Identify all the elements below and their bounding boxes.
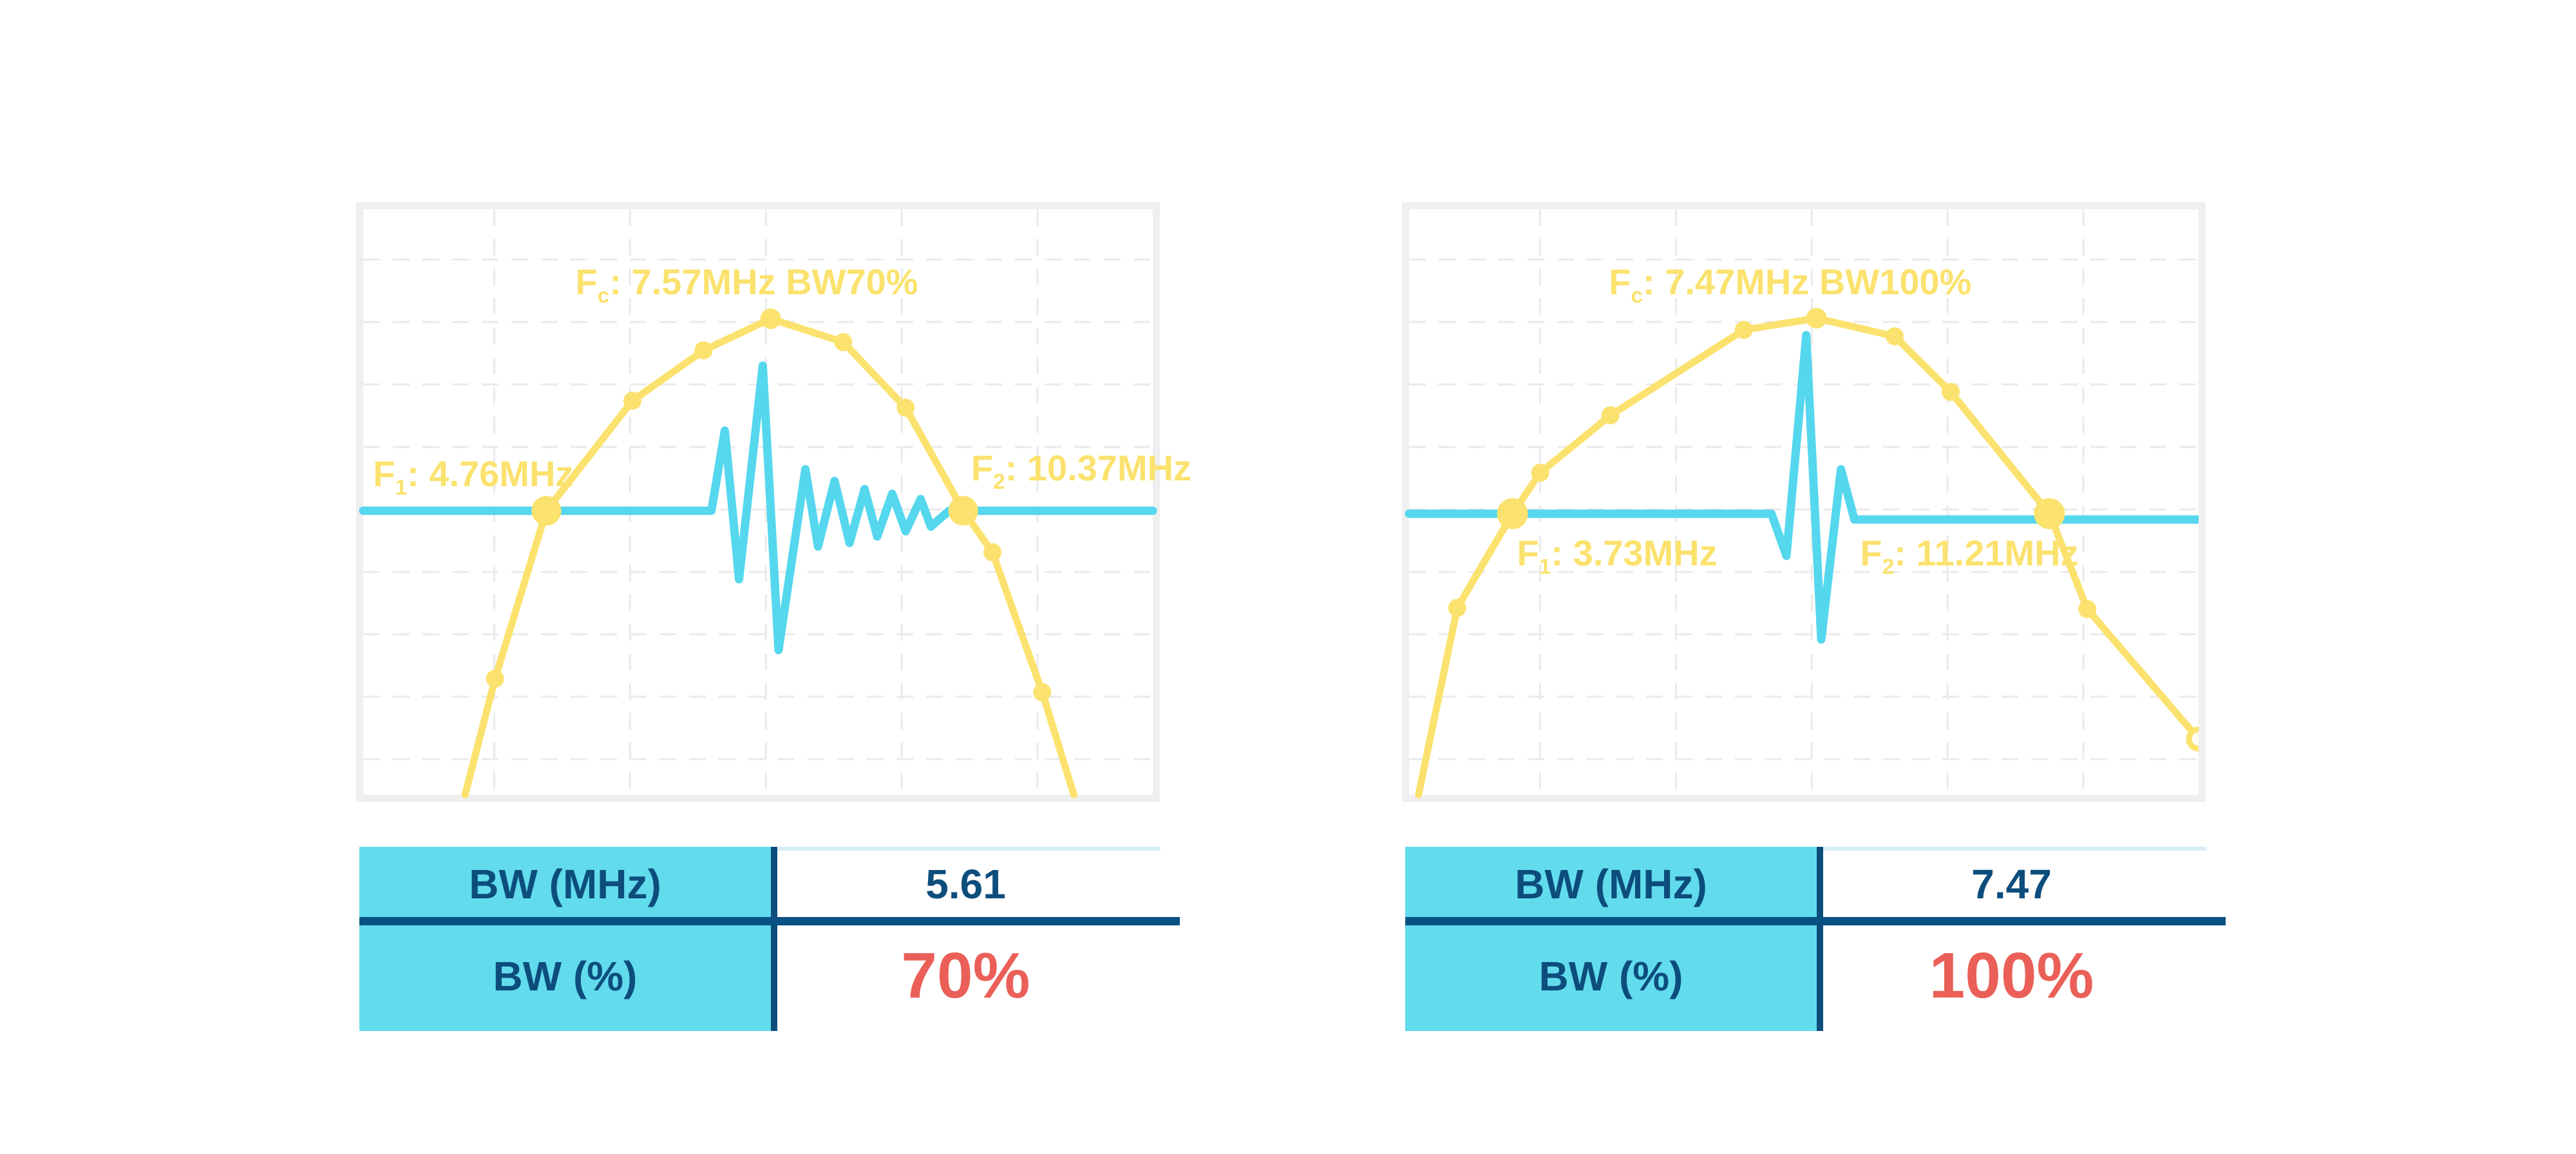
bw-table-100: BW (MHz) 7.47 BW (%) 100% bbox=[1405, 847, 2226, 1031]
freq-subscript: 2 bbox=[1882, 554, 1895, 579]
freq-symbol: F bbox=[1517, 533, 1539, 574]
freq-value-text: : 7.57MHz BW70% bbox=[609, 261, 918, 303]
freq-symbol: F bbox=[1860, 533, 1882, 574]
chart-bw70: Fc: 7.57MHz BW70% F1: 4.76MHz F2: 10.37M… bbox=[356, 202, 1191, 802]
table-row-divider bbox=[359, 917, 1180, 925]
freq-value-text: : 10.37MHz bbox=[1005, 447, 1192, 488]
table-top-border bbox=[771, 847, 1160, 851]
freq-symbol: F bbox=[575, 261, 598, 303]
freq-subscript: c bbox=[597, 284, 610, 308]
bw-mhz-row-label: BW (MHz) bbox=[1405, 847, 1817, 921]
bw-table-70: BW (MHz) 5.61 BW (%) 70% bbox=[359, 847, 1180, 1031]
freq-symbol: F bbox=[373, 453, 395, 495]
freq-subscript: 2 bbox=[992, 469, 1005, 494]
bw-percent-value: 70% bbox=[901, 940, 1030, 1012]
table-column-divider bbox=[1817, 847, 1823, 1031]
f2-label-bw100: F2: 11.21MHz bbox=[1860, 532, 2078, 580]
freq-symbol: F bbox=[1609, 261, 1631, 303]
table-top-border bbox=[1817, 847, 2206, 851]
freq-value-text: : 11.21MHz bbox=[1894, 533, 2079, 574]
spectrum-plot-bw100 bbox=[1402, 202, 2206, 802]
panel-bw70: Fc: 7.57MHz BW70% F1: 4.76MHz F2: 10.37M… bbox=[356, 202, 1191, 1031]
bw-percent-value: 100% bbox=[1929, 940, 2094, 1012]
bw-percent-row-label: BW (%) bbox=[359, 921, 771, 1031]
f1-label-bw70: F1: 4.76MHz bbox=[373, 453, 573, 500]
freq-subscript: 1 bbox=[395, 475, 408, 500]
f2-label-bw70: F2: 10.37MHz bbox=[971, 447, 1191, 495]
table-column-divider bbox=[771, 847, 777, 1031]
bw-mhz-row-label: BW (MHz) bbox=[359, 847, 771, 921]
freq-value-text: : 4.76MHz bbox=[407, 453, 574, 495]
bw-mhz-value: 7.47 bbox=[1971, 860, 2052, 907]
freq-value-text: : 3.73MHz bbox=[1551, 533, 1718, 574]
chart-bw100: Fc: 7.47MHz BW100% F1: 3.73MHz F2: 11.21… bbox=[1402, 202, 2206, 802]
spectrum-plot-bw70 bbox=[356, 202, 1160, 802]
bw-percent-row-label: BW (%) bbox=[1405, 921, 1817, 1031]
panel-bw100: Fc: 7.47MHz BW100% F1: 3.73MHz F2: 11.21… bbox=[1402, 202, 2226, 1031]
freq-symbol: F bbox=[971, 447, 993, 488]
bw-mhz-value: 5.61 bbox=[925, 860, 1006, 907]
center-freq-label-bw100: Fc: 7.47MHz BW100% bbox=[1609, 261, 1971, 308]
freq-subscript: c bbox=[1631, 284, 1643, 308]
freq-value-text: : 7.47MHz BW100% bbox=[1643, 261, 1972, 303]
f1-label-bw100: F1: 3.73MHz bbox=[1517, 532, 1717, 580]
table-row-divider bbox=[1405, 917, 2226, 925]
freq-subscript: 1 bbox=[1539, 554, 1551, 579]
center-freq-label-bw70: Fc: 7.57MHz BW70% bbox=[575, 261, 918, 308]
